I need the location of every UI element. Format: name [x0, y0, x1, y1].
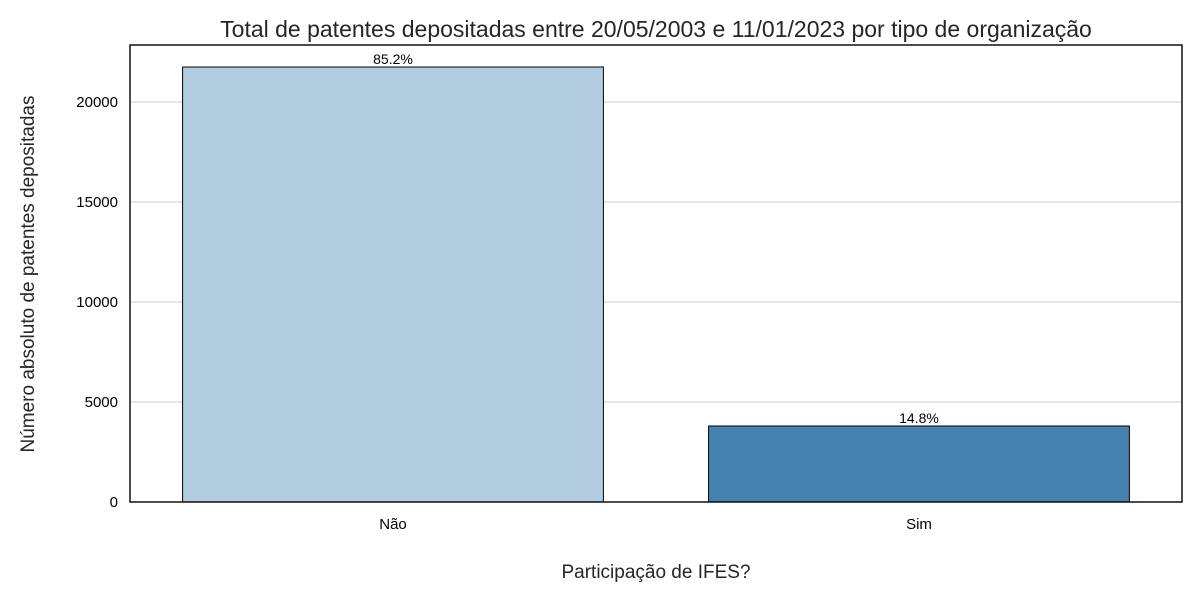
x-axis-ticks: Não Sim [379, 516, 932, 533]
y-axis-label: Número absoluto de patentes depositadas [18, 95, 39, 452]
bar-data-label: 85.2% [373, 51, 413, 67]
bar-data-label: 14.8% [899, 410, 939, 426]
x-tick-label: Sim [906, 516, 932, 533]
bar [709, 426, 1130, 502]
x-tick-label: Não [379, 516, 407, 533]
y-tick-label: 20000 [76, 94, 118, 111]
bars [183, 67, 1130, 502]
y-tick-label: 10000 [76, 294, 118, 311]
chart-title: Total de patentes depositadas entre 20/0… [220, 16, 1092, 42]
x-axis-label: Participação de IFES? [561, 562, 750, 583]
y-tick-label: 0 [110, 494, 118, 511]
y-axis-ticks: 0 5000 10000 15000 20000 [76, 94, 118, 511]
y-tick-label: 5000 [85, 394, 118, 411]
y-tick-label: 15000 [76, 194, 118, 211]
bar [183, 67, 604, 502]
